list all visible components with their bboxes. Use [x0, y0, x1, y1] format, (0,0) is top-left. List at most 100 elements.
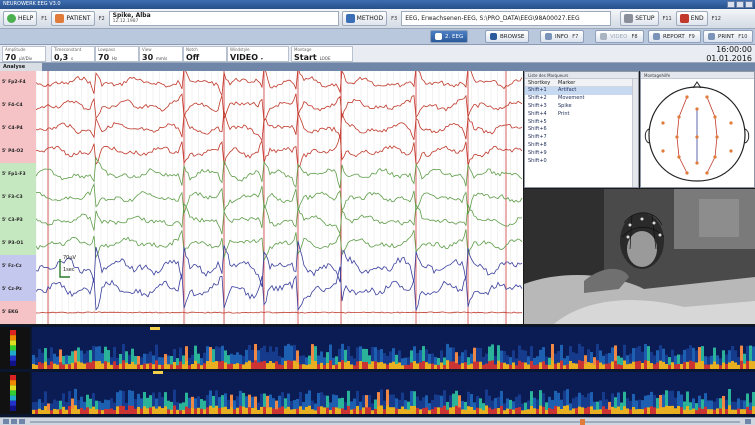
timeline-cursor: [580, 419, 585, 425]
patient-video[interactable]: [524, 189, 755, 324]
notch-field[interactable]: Notch Off: [183, 46, 227, 62]
clock-date: 01.01.2016: [706, 54, 752, 63]
view-field[interactable]: View 30 mm/s: [139, 46, 183, 62]
channel-label[interactable]: 5' Fp1-F3: [0, 163, 36, 186]
tab-eeg[interactable]: 2. EEG: [430, 30, 469, 43]
channel-label[interactable]: 5' Cz-Pz: [0, 278, 36, 301]
info-icon: [545, 33, 552, 40]
timeline-bar[interactable]: [0, 417, 755, 425]
tab-browse[interactable]: BROWSE: [485, 30, 530, 43]
setup-fkey: F11: [662, 15, 672, 22]
eeg-channel-trace: [36, 311, 523, 314]
eeg-channel-trace: [36, 71, 523, 97]
windstyle-select[interactable]: Windstyle VIDEO ▾: [227, 46, 289, 62]
browse-icon: [490, 33, 497, 40]
marker-row[interactable]: Shift+7: [528, 134, 547, 141]
timeconstant-field[interactable]: Timeconstant 0,3 s: [51, 46, 95, 62]
marker-table-header: Shortkey Marker: [525, 79, 638, 87]
calibration-bar: [59, 259, 70, 278]
channel-label[interactable]: 5' Fp2-F4: [0, 71, 36, 94]
help-fkey: F1: [41, 15, 48, 22]
window-title: NEUROWERK EEG V3.0: [3, 1, 61, 7]
marker-row[interactable]: Shift+8: [528, 142, 547, 149]
right-ear: [744, 128, 750, 144]
eeg-channel-trace: [36, 182, 523, 215]
patient-name: Spike, Alba: [112, 12, 151, 19]
tab-video[interactable]: VIDEO F8: [595, 30, 644, 43]
spectrogram: [0, 327, 755, 414]
eeg-channel-trace: [36, 110, 523, 143]
marker-row[interactable]: Shift+5: [528, 118, 547, 125]
channel-label[interactable]: 5' C3-P3: [0, 209, 36, 232]
channel-label[interactable]: 5' EKG: [0, 301, 36, 324]
marker-row[interactable]: Shift+3 Spike: [528, 102, 572, 109]
patient-button[interactable]: PATIENT: [51, 11, 95, 26]
patient-fkey: F2: [98, 15, 105, 22]
timeline-track: [30, 421, 740, 423]
print-icon: [708, 33, 715, 40]
help-button[interactable]: HELP: [3, 11, 38, 26]
end-button[interactable]: END: [675, 11, 708, 26]
report-icon: [653, 33, 660, 40]
parameter-bar: Amplitude 70 µV/Div Timeconstant 0,3 s L…: [0, 45, 755, 63]
clock-time: 16:00:00: [716, 45, 752, 54]
forward-icon: [745, 419, 751, 424]
channel-label[interactable]: 5' Fz-Cz: [0, 255, 36, 278]
marker-row[interactable]: Shift+0: [528, 158, 547, 165]
marker-row[interactable]: Shift+4 Print: [528, 110, 570, 117]
marker-row[interactable]: Shift+9: [528, 150, 547, 157]
end-icon: [679, 14, 689, 23]
montage-select[interactable]: Montage Start LOOE: [291, 46, 353, 62]
channel-label[interactable]: 5' F3-C3: [0, 186, 36, 209]
setup-button[interactable]: SETUP: [620, 11, 659, 26]
eeg-traces: 70µV 1sec: [36, 71, 523, 324]
spectrogram-marker: [153, 371, 163, 374]
patient-dob: 12.12.1987: [112, 19, 139, 24]
marker-scrollbar[interactable]: [632, 79, 638, 187]
channel-label[interactable]: 5' C4-P4: [0, 117, 36, 140]
marker-row[interactable]: Shift+6: [528, 126, 547, 133]
spectrogram-panel[interactable]: [0, 325, 755, 417]
analyse-label: Analyse: [0, 63, 42, 71]
method-button[interactable]: METHOD: [341, 11, 388, 26]
window-controls: [727, 0, 755, 9]
maximize-button[interactable]: [736, 1, 744, 8]
eeg-channel-trace: [36, 240, 523, 287]
minimize-button[interactable]: [727, 1, 735, 8]
left-ear: [644, 128, 650, 144]
eeg-channel-trace: [36, 202, 523, 235]
calibration-label: 70µV: [63, 255, 77, 261]
nose: [692, 81, 702, 89]
tab-print[interactable]: PRINT F10: [703, 30, 754, 43]
eeg-channel-trace: [36, 134, 523, 169]
marker-list-header: Liste des Marqueurs: [525, 72, 638, 79]
eeg-channel-trace: [36, 156, 523, 189]
view-tabs: 2. EEG BROWSE INFO F7 VIDEO F8 REPORT F9…: [0, 29, 755, 45]
head-map: [644, 81, 750, 182]
eeg-channel-trace: [36, 229, 523, 262]
channel-label[interactable]: 5' P3-O1: [0, 232, 36, 255]
back-icon: [11, 419, 17, 424]
channel-label[interactable]: 5' P4-O2: [0, 140, 36, 163]
channel-label[interactable]: 5' F4-C4: [0, 94, 36, 117]
marker-row[interactable]: Shift+1 Artifact: [525, 87, 638, 95]
tab-info[interactable]: INFO F7: [540, 30, 585, 43]
close-button[interactable]: [745, 1, 753, 8]
eeg-channel-trace: [36, 266, 523, 311]
calibration-label: 1sec: [63, 267, 75, 273]
marker-list-panel: Liste des Marqueurs Shortkey Marker Shif…: [524, 71, 639, 188]
title-bar: NEUROWERK EEG V3.0: [0, 0, 755, 9]
amplitude-field[interactable]: Amplitude 70 µV/Div: [2, 46, 46, 62]
tab-report[interactable]: REPORT F9: [648, 30, 701, 43]
setup-icon: [624, 14, 634, 23]
method-fkey: F3: [391, 15, 398, 22]
analyse-bar: [0, 63, 755, 71]
marker-row[interactable]: Shift+2 Movement: [528, 94, 585, 101]
eeg-icon: [435, 33, 442, 40]
method-icon: [345, 14, 355, 23]
main-toolbar: HELP F1 PATIENT F2 Spike, Alba 12.12.198…: [0, 9, 755, 29]
help-icon: [7, 14, 16, 23]
patient-icon: [55, 14, 65, 23]
eeg-trace-area[interactable]: 70µV 1sec: [36, 71, 523, 324]
lowpass-field[interactable]: Lowpass 70 Hz: [95, 46, 139, 62]
